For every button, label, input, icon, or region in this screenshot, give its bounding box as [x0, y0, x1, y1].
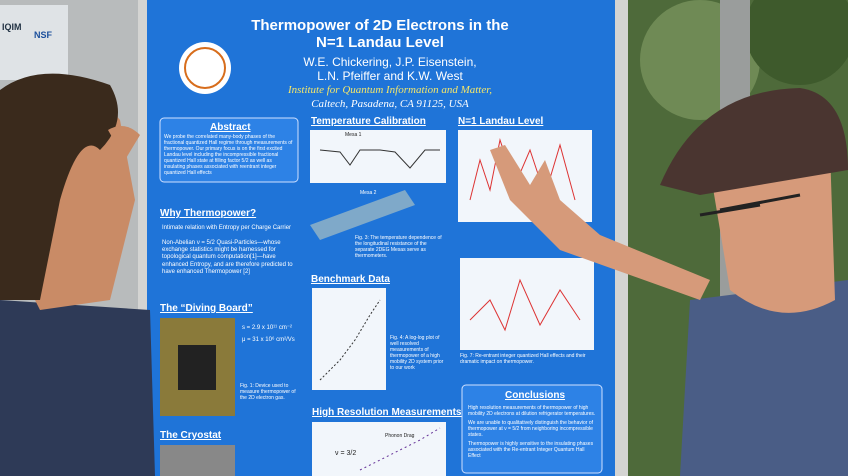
- title-line: N=1 Landau Level: [316, 34, 444, 52]
- param: μ = 31 x 10⁶ cm²/Vs: [242, 337, 295, 343]
- section-heading: Temperature Calibration: [311, 116, 426, 127]
- section-heading: High Resolution Measurements: [312, 407, 462, 418]
- curve: [359, 427, 441, 471]
- bullet: Thermopower is highly sensitive to the i…: [468, 441, 594, 459]
- glasses: [699, 193, 801, 217]
- figure-label: Phonon Drag: [385, 433, 415, 439]
- section-heading: The Cryostat: [160, 430, 222, 441]
- left-person-hand: [108, 126, 140, 160]
- section-heading: Why Thermopower?: [160, 208, 257, 219]
- title-line: Thermopower of 2D Electrons in the: [251, 17, 509, 34]
- section-heading: N=1 Landau Level: [458, 116, 544, 127]
- left-person-shirt: [0, 300, 155, 476]
- right-person-arm: [490, 145, 710, 300]
- bullet: High resolution measurements of thermopo…: [468, 405, 596, 417]
- figure-label: Mesa 1: [345, 132, 362, 138]
- mesa-diagram: [310, 190, 415, 240]
- param: s = 2.9 x 10¹¹ cm⁻²: [242, 325, 293, 331]
- author-line: L.N. Pfeiffer and K.W. West: [317, 68, 463, 83]
- section-heading: Abstract: [210, 122, 251, 133]
- section-heading: The “Diving Board”: [160, 303, 253, 314]
- address: Caltech, Pasadena, CA 91125, USA: [311, 98, 469, 110]
- right-person-shirt: [680, 280, 848, 476]
- caption: Fig. 1: Device used to measure thermopow…: [240, 383, 296, 401]
- caption: Fig. 4: A log-log plot of well resolved …: [390, 335, 444, 371]
- device-chip: [178, 345, 216, 390]
- conclusions-box: [461, 384, 603, 474]
- curve: [319, 299, 381, 381]
- caption: Fig. 7: Re-entrant integer quantized Hal…: [460, 353, 586, 365]
- curve: [319, 149, 440, 169]
- left-person-hair: [0, 73, 118, 300]
- logo-text: IQIM: [2, 22, 22, 32]
- right-person-cap: [660, 88, 848, 195]
- abstract-text: We probe the correlated many-body phases…: [164, 134, 293, 176]
- bullet: Non-Abelian ν = 5/2 Quasi-Particles—whos…: [162, 240, 293, 275]
- author-line: W.E. Chickering, J.P. Eisenstein,: [303, 55, 477, 69]
- poster-title: Thermopower of 2D Electrons in the N=1 L…: [180, 17, 580, 52]
- figure-label: ν = 3/2: [335, 450, 357, 457]
- abstract-box: [159, 117, 299, 183]
- foliage: [745, 0, 848, 85]
- bullet: Intimate relation with Entropy per Charg…: [162, 225, 292, 231]
- institute: Institute for Quantum Information and Ma…: [287, 84, 493, 96]
- figure-label: Mesa 2: [360, 190, 377, 196]
- cryostat-photo: [160, 445, 235, 476]
- caption: Fig. 3: The temperature dependence of th…: [355, 235, 442, 259]
- curve: [469, 278, 581, 332]
- figures: [310, 130, 594, 476]
- caltech-seal: [179, 42, 231, 94]
- bullet: We are unable to qualitatively distingui…: [468, 420, 593, 438]
- section-heading: Conclusions: [505, 390, 566, 401]
- section-heading: Benchmark Data: [311, 274, 390, 285]
- seal-ring: [184, 47, 226, 89]
- authors: W.E. Chickering, J.P. Eisenstein, L.N. P…: [240, 55, 540, 84]
- logo-card: [0, 5, 68, 80]
- logo-text: NSF: [34, 30, 52, 40]
